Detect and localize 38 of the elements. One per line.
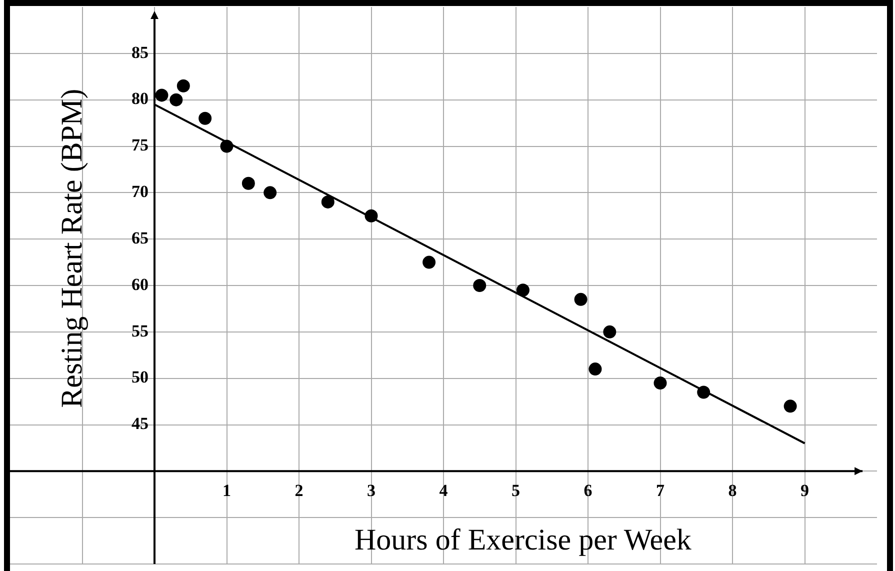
point	[198, 112, 212, 125]
x-tick-label: 6	[584, 481, 592, 500]
point	[516, 284, 530, 297]
point	[321, 195, 334, 208]
y-axis-title: Resting Heart Rate (BPM)	[55, 88, 88, 408]
x-tick-label: 4	[439, 481, 448, 500]
point	[784, 400, 797, 413]
x-tick-label: 8	[728, 481, 737, 500]
y-tick-label: 60	[132, 274, 148, 294]
y-tick-label: 65	[132, 228, 148, 248]
y-tick-label: 75	[132, 136, 148, 155]
x-axis-title: Hours of Exercise per Week	[354, 524, 692, 557]
y-tick-label: 50	[132, 368, 148, 387]
point	[603, 325, 616, 338]
point	[220, 140, 234, 153]
y-tick-label: 85	[132, 42, 148, 62]
point	[422, 256, 436, 269]
point	[364, 209, 378, 222]
point	[242, 176, 255, 190]
x-tick-label: 1	[222, 481, 231, 500]
point	[264, 186, 277, 200]
x-tick-label: 5	[512, 481, 520, 500]
point	[155, 88, 168, 102]
point	[176, 79, 190, 92]
point	[588, 362, 602, 376]
x-tick-label: 3	[367, 481, 376, 500]
x-tick-label: 2	[294, 481, 304, 500]
point	[574, 292, 588, 306]
point	[170, 93, 183, 106]
y-tick-label: 45	[132, 414, 148, 434]
y-tick-label: 70	[132, 182, 148, 202]
x-tick-label: 9	[800, 481, 809, 500]
point	[697, 386, 710, 399]
point	[473, 279, 486, 292]
point	[654, 376, 667, 390]
x-tick-label: 7	[656, 481, 665, 500]
y-tick-label: 80	[132, 89, 148, 108]
y-tick-label: 55	[132, 321, 148, 340]
